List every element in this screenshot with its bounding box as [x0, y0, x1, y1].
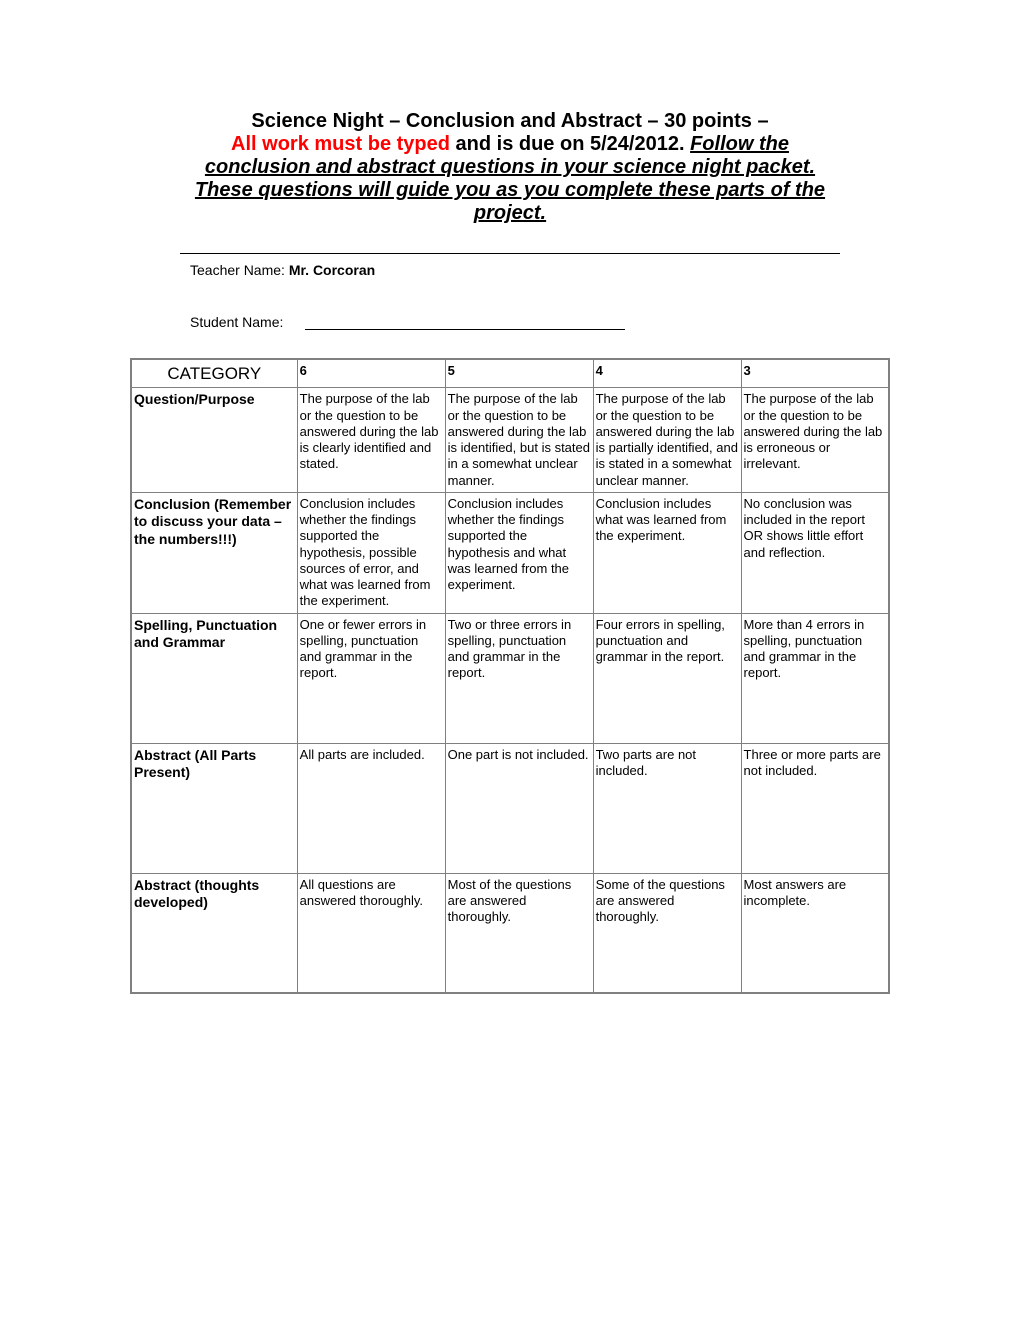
cell: The purpose of the lab or the question t… — [297, 388, 445, 493]
table-header-row: CATEGORY 6 5 4 3 — [131, 359, 889, 388]
student-label: Student Name: — [190, 314, 283, 330]
title-block: Science Night – Conclusion and Abstract … — [185, 110, 835, 225]
row-category: Conclusion (Remember to discuss your dat… — [131, 492, 297, 613]
cell: Most of the questions are answered thoro… — [445, 873, 593, 993]
table-row: Question/Purpose The purpose of the lab … — [131, 388, 889, 493]
cell: Two parts are not included. — [593, 743, 741, 873]
col-3: 3 — [741, 359, 889, 388]
teacher-line: Teacher Name: Mr. Corcoran — [190, 262, 890, 278]
title-after-red: and is due on 5/24/2012. — [450, 133, 690, 155]
teacher-name: Mr. Corcoran — [289, 262, 375, 278]
cell: Conclusion includes what was learned fro… — [593, 492, 741, 613]
cell: Some of the questions are answered thoro… — [593, 873, 741, 993]
cell: The purpose of the lab or the question t… — [593, 388, 741, 493]
table-row: Conclusion (Remember to discuss your dat… — [131, 492, 889, 613]
table-row: Abstract (All Parts Present) All parts a… — [131, 743, 889, 873]
cell: One part is not included. — [445, 743, 593, 873]
title-line1: Science Night – Conclusion and Abstract … — [251, 110, 768, 132]
table-row: Spelling, Punctuation and Grammar One or… — [131, 613, 889, 743]
cell: One or fewer errors in spelling, punctua… — [297, 613, 445, 743]
cell: Most answers are incomplete. — [741, 873, 889, 993]
cell: Two or three errors in spelling, punctua… — [445, 613, 593, 743]
separator-line — [180, 253, 840, 254]
col-4: 4 — [593, 359, 741, 388]
row-category: Spelling, Punctuation and Grammar — [131, 613, 297, 743]
cell: The purpose of the lab or the question t… — [741, 388, 889, 493]
row-category: Abstract (thoughts developed) — [131, 873, 297, 993]
row-category: Question/Purpose — [131, 388, 297, 493]
title-red: All work must be typed — [231, 133, 450, 155]
table-row: Abstract (thoughts developed) All questi… — [131, 873, 889, 993]
cell: The purpose of the lab or the question t… — [445, 388, 593, 493]
cell: Three or more parts are not included. — [741, 743, 889, 873]
col-6: 6 — [297, 359, 445, 388]
row-category: Abstract (All Parts Present) — [131, 743, 297, 873]
rubric-table: CATEGORY 6 5 4 3 Question/Purpose The pu… — [130, 358, 890, 994]
cell: Four errors in spelling, punctuation and… — [593, 613, 741, 743]
student-line: Student Name: — [190, 314, 890, 330]
cell: All questions are answered thoroughly. — [297, 873, 445, 993]
cell: More than 4 errors in spelling, punctuat… — [741, 613, 889, 743]
col-category: CATEGORY — [131, 359, 297, 388]
teacher-label: Teacher Name: — [190, 262, 289, 278]
cell: Conclusion includes whether the findings… — [297, 492, 445, 613]
col-5: 5 — [445, 359, 593, 388]
student-name-blank — [305, 329, 625, 330]
cell: Conclusion includes whether the findings… — [445, 492, 593, 613]
cell: All parts are included. — [297, 743, 445, 873]
cell: No conclusion was included in the report… — [741, 492, 889, 613]
